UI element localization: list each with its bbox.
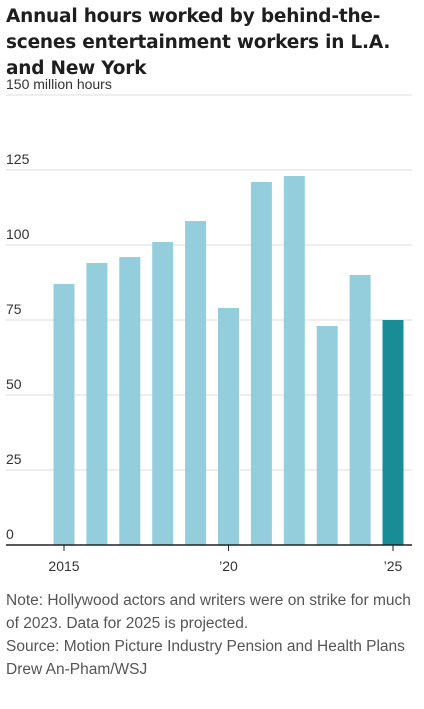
bar-2019 (185, 221, 207, 545)
y-tick-label: 100 (6, 226, 30, 242)
bar-2017 (119, 257, 141, 545)
y-tick-label: 150 million hours (6, 76, 112, 92)
bar-2023 (316, 326, 338, 545)
x-tick-label: 2015 (48, 558, 79, 574)
source-text: Source: Motion Picture Industry Pension … (6, 638, 405, 655)
bar-chart: 0 25 50 75 100 125 150 million hours 2015 ’20 ’25 (6, 76, 412, 574)
credit-text: Drew An-Pham/WSJ (6, 661, 148, 678)
bar-2022 (283, 176, 305, 545)
y-tick-label: 0 (6, 526, 14, 542)
y-tick-label: 125 (6, 151, 30, 167)
bar-2016 (86, 263, 108, 545)
y-tick-label: 75 (6, 301, 22, 317)
bar-2025 (382, 320, 404, 545)
chart-notes: Note: Hollywood actors and writers were … (6, 589, 420, 681)
y-tick-label: 25 (6, 451, 22, 467)
bar-2015 (53, 284, 75, 545)
note-text: Note: Hollywood actors and writers were … (6, 592, 411, 632)
bar-2021 (250, 182, 272, 545)
x-tick-label: ’20 (219, 558, 238, 574)
x-tick-label: ’25 (384, 558, 403, 574)
bar-2024 (349, 275, 371, 545)
chart-title: Annual hours worked by behind-the-scenes… (6, 6, 391, 79)
bar-2020 (218, 308, 239, 545)
bar-2018 (152, 242, 174, 545)
y-tick-label: 50 (6, 376, 22, 392)
